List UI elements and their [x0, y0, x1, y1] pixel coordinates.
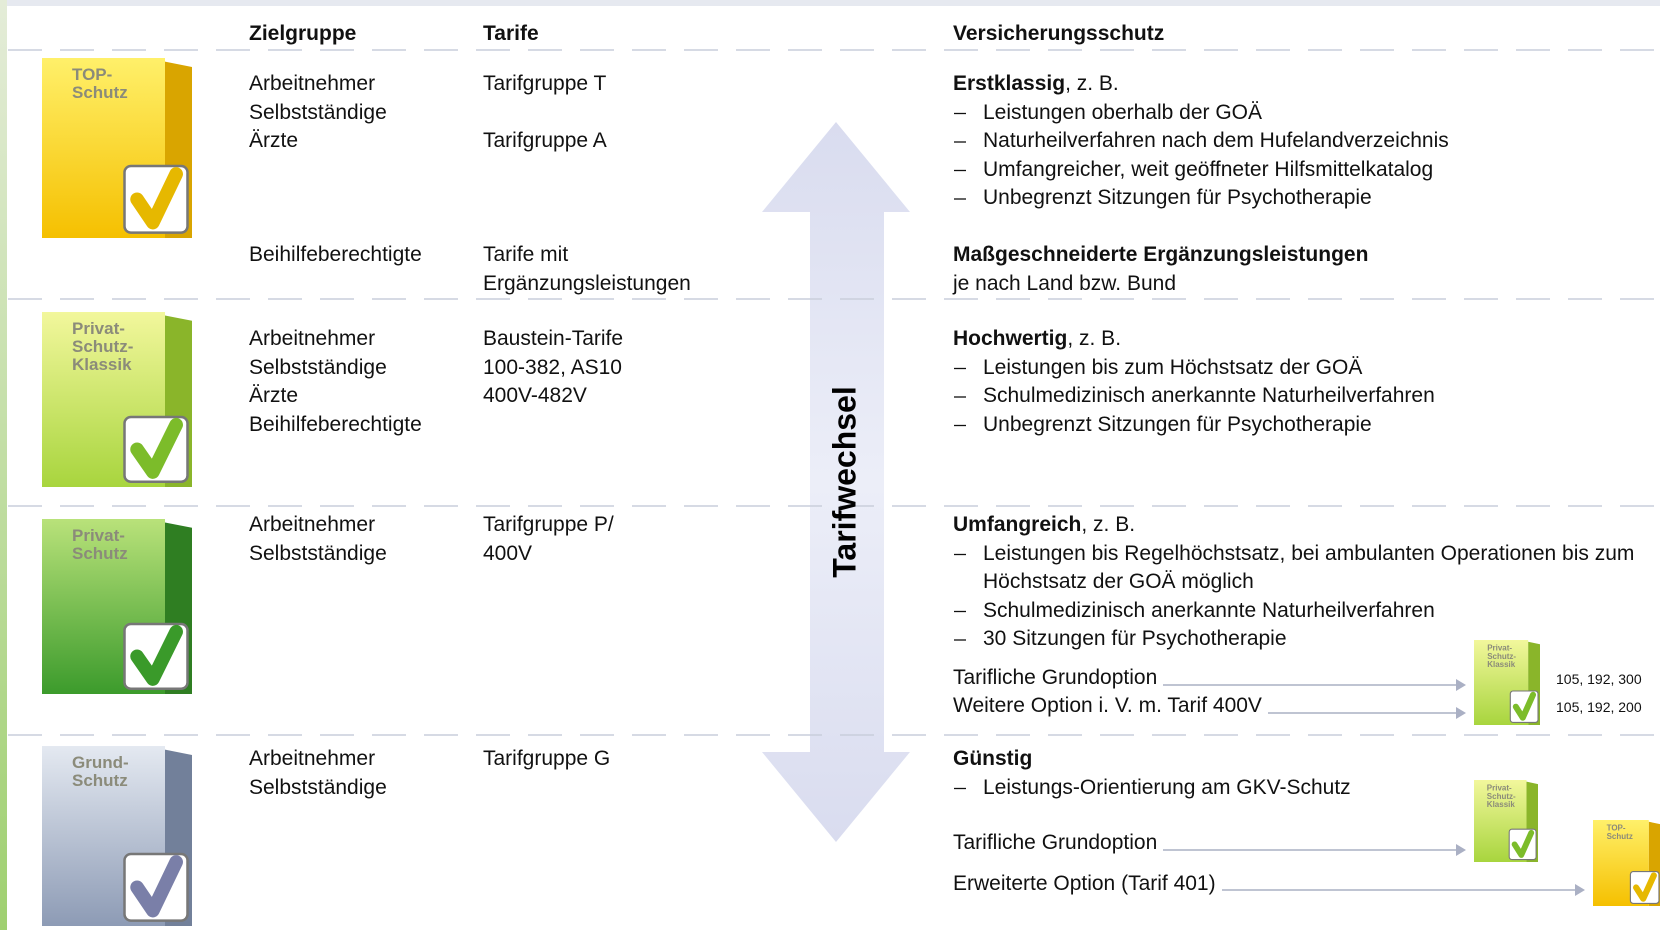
product-box: Grund-Schutz: [42, 746, 192, 926]
bullet: Leistungen bis zum Höchstsatz der GOÄ: [983, 355, 1363, 379]
title-suffix: , z. B.: [1081, 513, 1136, 536]
bullet: Leistungen bis Regelhöchstsatz, bei ambu…: [983, 541, 1635, 594]
zielgruppe: Arbeitnehmer: [249, 327, 376, 350]
column-header: Tarife: [483, 22, 539, 45]
tarif: Tarife mit: [483, 243, 569, 266]
tarif: 100-382, AS10: [483, 355, 622, 379]
box-label: Schutz: [72, 771, 128, 790]
checkmark: [1511, 829, 1535, 858]
zielgruppe: Selbstständige: [249, 100, 387, 124]
zielgruppe: Ärzte: [249, 129, 299, 152]
product-box: Privat-Schutz-Klassik: [42, 312, 192, 487]
product-box: Privat-Schutz-Klassik: [1474, 780, 1538, 862]
box-label: Privat-: [72, 319, 125, 338]
checkmark: [130, 855, 183, 918]
zielgruppe: Arbeitnehmer: [249, 513, 376, 536]
bullet: Schulmedizinisch anerkannte Naturheilver…: [983, 384, 1435, 407]
checkmark: [1633, 872, 1657, 902]
tarif: Tarifgruppe P/: [483, 513, 614, 536]
option-arrowhead: [1456, 679, 1466, 691]
option-numbers: 105, 192, 300: [1556, 671, 1642, 687]
zielgruppe: Selbstständige: [249, 775, 387, 799]
option-label: Erweiterte Option (Tarif 401): [953, 870, 1222, 899]
top-strip: [0, 0, 1660, 6]
option-arrowhead: [1456, 844, 1466, 856]
zielgruppe: Selbstständige: [249, 355, 387, 379]
schutz-title: Umfangreich, z. B.: [953, 513, 1136, 536]
option-label: Tarifliche Grundoption: [953, 829, 1164, 858]
box-label: Schutz: [72, 544, 128, 563]
box-label: Schutz-: [1487, 792, 1516, 801]
zielgruppe: Ärzte: [249, 384, 299, 407]
box-label: Klassik: [72, 355, 132, 374]
schutz-title: Maßgeschneiderte Ergänzungsleistungen: [953, 243, 1369, 266]
box-label: Schutz: [72, 83, 128, 102]
box-label: Klassik: [1487, 800, 1516, 809]
tarif: Tarifgruppe G: [483, 747, 611, 770]
bullet: Unbegrenzt Sitzungen für Psychotherapie: [983, 412, 1372, 436]
box-label: Schutz-: [72, 337, 133, 356]
schutz-title: Erstklassig, z. B.: [953, 72, 1119, 95]
bullet: Leistungen oberhalb der GOÄ: [983, 100, 1263, 124]
checkmark: [130, 624, 183, 686]
title-suffix: , z. B.: [1065, 72, 1119, 95]
box-label: Privat-: [1487, 783, 1512, 792]
checkmark: [130, 417, 183, 479]
checkmark: [130, 167, 183, 230]
zielgruppe: Beihilfeberechtigte: [249, 243, 422, 266]
box-label: TOP-: [1607, 823, 1626, 832]
zielgruppe: Arbeitnehmer: [249, 747, 376, 770]
checkmark: [1512, 691, 1537, 721]
schutz-text: je nach Land bzw. Bund: [953, 271, 1177, 295]
bullet: Naturheilverfahren nach dem Hufelandverz…: [983, 129, 1449, 152]
tarif: 400V-482V: [483, 384, 587, 407]
box-label: Grund-: [72, 753, 129, 772]
tarif: Tarifgruppe A: [483, 129, 607, 152]
option-label: Tarifliche Grundoption: [953, 664, 1164, 693]
option-arrowhead: [1575, 884, 1585, 896]
option-label: Weitere Option i. V. m. Tarif 400V: [953, 692, 1268, 721]
box-label: Schutz-: [1487, 652, 1516, 661]
bullet: Unbegrenzt Sitzungen für Psychotherapie: [983, 186, 1372, 209]
product-box: TOP-Schutz: [42, 58, 192, 238]
title-suffix: , z. B.: [1067, 327, 1122, 350]
product-box: TOP-Schutz: [1593, 820, 1660, 906]
tarif: Baustein-Tarife: [483, 327, 624, 350]
bullet: 30 Sitzungen für Psychotherapie: [983, 627, 1287, 650]
tarif: Ergänzungsleistungen: [483, 271, 691, 295]
schutz-title: Hochwertig, z. B.: [953, 327, 1122, 350]
column-header: Versicherungsschutz: [953, 22, 1165, 45]
box-label: Schutz: [1607, 832, 1633, 841]
box-label: TOP-: [72, 65, 112, 84]
double-arrow: [762, 122, 910, 842]
arrow-label: Tarifwechsel: [826, 386, 862, 577]
product-box: Privat-Schutz: [42, 519, 192, 694]
tarif: 400V: [483, 541, 533, 565]
left-strip: [0, 0, 7, 930]
box-label: Klassik: [1487, 660, 1516, 669]
tarif: Tarifgruppe T: [483, 72, 607, 95]
product-box: Privat-Schutz-Klassik: [1474, 640, 1540, 725]
box-label: Privat-: [72, 526, 125, 545]
bullet: Schulmedizinisch anerkannte Naturheilver…: [983, 598, 1435, 622]
column-header: Zielgruppe: [249, 22, 357, 45]
bullet: Leistungs-Orientierung am GKV-Schutz: [983, 775, 1351, 799]
option-arrowhead: [1456, 707, 1466, 719]
bullet: Umfangreicher, weit geöffneter Hilfsmitt…: [983, 157, 1434, 181]
option-numbers: 105, 192, 200: [1556, 699, 1642, 715]
zielgruppe: Selbstständige: [249, 541, 387, 565]
zielgruppe: Beihilfeberechtigte: [249, 412, 422, 436]
box-label: Privat-: [1487, 643, 1512, 652]
zielgruppe: Arbeitnehmer: [249, 72, 376, 95]
schutz-title: Günstig: [953, 747, 1033, 770]
